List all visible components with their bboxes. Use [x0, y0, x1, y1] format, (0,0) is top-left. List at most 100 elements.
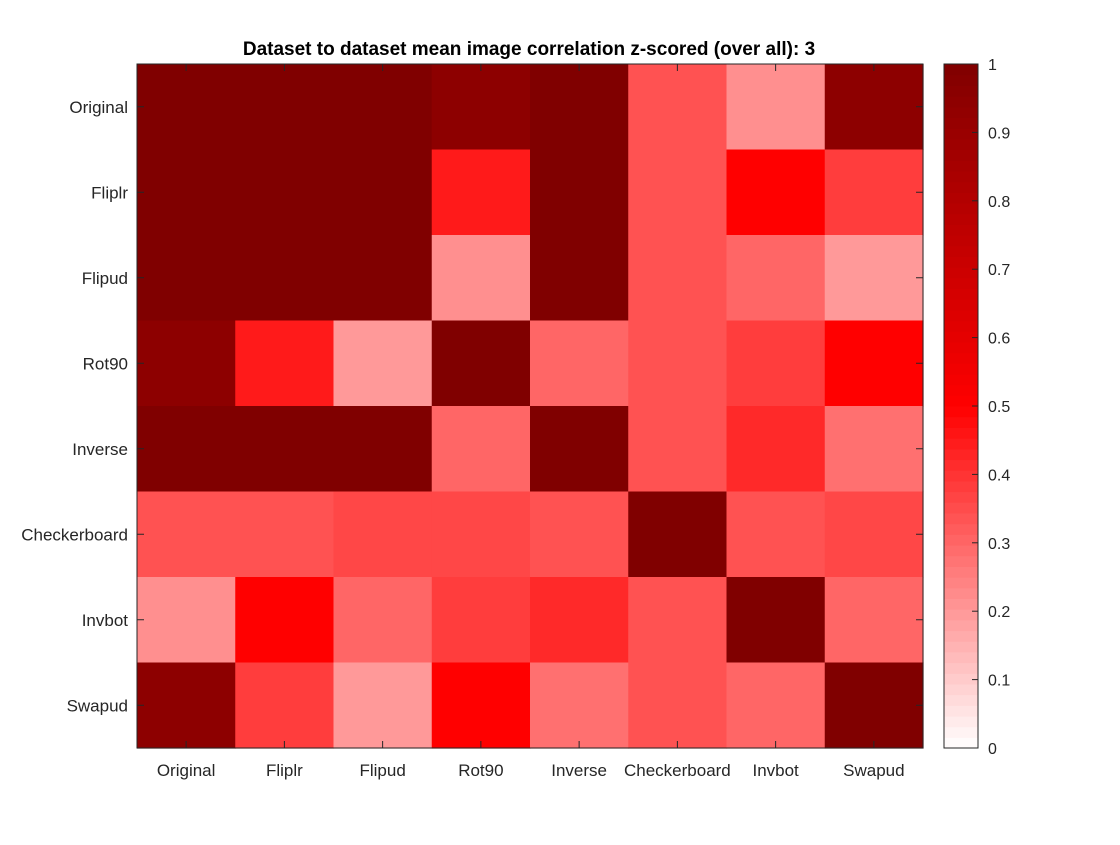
- colorbar-tick-label: 0.9: [988, 125, 1010, 142]
- colorbar-swatch: [944, 620, 978, 631]
- y-tick-label: Rot90: [83, 354, 128, 373]
- colorbar-swatch: [944, 737, 978, 748]
- colorbar: 0 0.1 0.2 0.3 0.4 0.5 0.6 0.7 0.8 0.9 1: [944, 57, 1010, 758]
- y-tick-labels: Original Fliplr Flipud Rot90 Inverse Checkerb…: [21, 98, 128, 716]
- heatmap-cell-4-3: [432, 406, 531, 492]
- colorbar-swatch: [944, 107, 978, 118]
- colorbar-swatch: [944, 150, 978, 161]
- colorbar-swatch: [944, 203, 978, 214]
- heatmap-cell-7-5: [628, 663, 727, 749]
- heatmap-cell-1-0: [137, 150, 236, 236]
- colorbar-swatch: [944, 588, 978, 599]
- heatmap-cell-2-6: [727, 235, 826, 321]
- colorbar-swatch: [944, 695, 978, 706]
- colorbar-swatch: [944, 566, 978, 577]
- heatmap-cell-3-0: [137, 321, 236, 407]
- colorbar-swatch: [944, 128, 978, 139]
- colorbar-tick-label: 0.4: [988, 467, 1010, 484]
- heatmap-cell-1-5: [628, 150, 727, 236]
- colorbar-swatch: [944, 321, 978, 332]
- colorbar-swatch: [944, 224, 978, 235]
- heatmap-cell-1-2: [334, 150, 433, 236]
- colorbar-swatch: [944, 192, 978, 203]
- chart-title: Dataset to dataset mean image correlatio…: [243, 39, 815, 60]
- colorbar-swatch: [944, 406, 978, 417]
- heatmap-cell-5-2: [334, 492, 433, 578]
- heatmap-cell-5-3: [432, 492, 531, 578]
- colorbar-swatch: [944, 641, 978, 652]
- colorbar-swatch: [944, 481, 978, 492]
- x-tick-label: Swapud: [843, 761, 904, 780]
- heatmap-cell-4-6: [727, 406, 826, 492]
- colorbar-swatch: [944, 716, 978, 727]
- x-tick-label: Invbot: [752, 761, 799, 780]
- colorbar-swatch: [944, 727, 978, 738]
- colorbar-swatch: [944, 182, 978, 193]
- heatmap-cell-7-6: [727, 663, 826, 749]
- heatmap-cell-6-4: [530, 577, 629, 663]
- colorbar-swatch: [944, 470, 978, 481]
- heatmap-cell-4-0: [137, 406, 236, 492]
- x-tick-labels: Original Fliplr Flipud Rot90 Inverse Checkerb…: [157, 761, 905, 780]
- x-tick-label: Inverse: [551, 761, 607, 780]
- colorbar-tick-label: 0.7: [988, 262, 1010, 279]
- heatmap-cell-0-5: [628, 64, 727, 150]
- heatmap-cell-0-4: [530, 64, 629, 150]
- heatmap-cell-6-6: [727, 577, 826, 663]
- colorbar-swatch: [944, 299, 978, 310]
- colorbar-swatch: [944, 353, 978, 364]
- heatmap-cell-3-5: [628, 321, 727, 407]
- colorbar-swatch: [944, 459, 978, 470]
- x-tick-label: Flipud: [359, 761, 405, 780]
- heatmap-cell-2-0: [137, 235, 236, 321]
- heatmap-cell-0-0: [137, 64, 236, 150]
- colorbar-swatch: [944, 449, 978, 460]
- y-tick-label: Fliplr: [91, 183, 128, 202]
- heatmap-cell-4-4: [530, 406, 629, 492]
- colorbar-tick-label: 1: [988, 57, 997, 74]
- heatmap-cell-1-3: [432, 150, 531, 236]
- colorbar-swatch: [944, 577, 978, 588]
- heatmap-cell-1-7: [825, 150, 924, 236]
- colorbar-swatch: [944, 96, 978, 107]
- heatmap-cell-3-2: [334, 321, 433, 407]
- colorbar-swatch: [944, 160, 978, 171]
- colorbar-swatch: [944, 427, 978, 438]
- heatmap-cell-6-0: [137, 577, 236, 663]
- colorbar-tick-label: 0.3: [988, 536, 1010, 553]
- colorbar-tick-label: 0.2: [988, 604, 1010, 621]
- colorbar-swatch: [944, 171, 978, 182]
- y-tick-label: Checkerboard: [21, 525, 128, 544]
- heatmap-cell-3-6: [727, 321, 826, 407]
- colorbar-swatch: [944, 630, 978, 641]
- heatmap-cell-3-7: [825, 321, 924, 407]
- colorbar-swatch: [944, 524, 978, 535]
- colorbar-swatch: [944, 139, 978, 150]
- colorbar-swatch: [944, 214, 978, 225]
- heatmap-cell-4-1: [235, 406, 334, 492]
- colorbar-swatch: [944, 438, 978, 449]
- colorbar-swatch: [944, 85, 978, 96]
- heatmap-cell-6-3: [432, 577, 531, 663]
- colorbar-swatch: [944, 534, 978, 545]
- heatmap-cell-7-3: [432, 663, 531, 749]
- heatmap-cell-4-5: [628, 406, 727, 492]
- heatmap-cell-5-5: [628, 492, 727, 578]
- heatmap-cell-5-1: [235, 492, 334, 578]
- heatmap-cell-2-5: [628, 235, 727, 321]
- heatmap-cell-7-7: [825, 663, 924, 749]
- y-tick-label: Invbot: [82, 611, 129, 630]
- heatmap-cell-2-2: [334, 235, 433, 321]
- heatmap-cell-5-4: [530, 492, 629, 578]
- colorbar-tick-label: 0.5: [988, 399, 1010, 416]
- heatmap-cell-6-2: [334, 577, 433, 663]
- colorbar-swatch: [944, 363, 978, 374]
- y-tick-label: Swapud: [67, 696, 128, 715]
- colorbar-swatch: [944, 385, 978, 396]
- heatmap-cell-3-3: [432, 321, 531, 407]
- colorbar-swatch: [944, 705, 978, 716]
- colorbar-swatch: [944, 663, 978, 674]
- colorbar-swatch: [944, 75, 978, 86]
